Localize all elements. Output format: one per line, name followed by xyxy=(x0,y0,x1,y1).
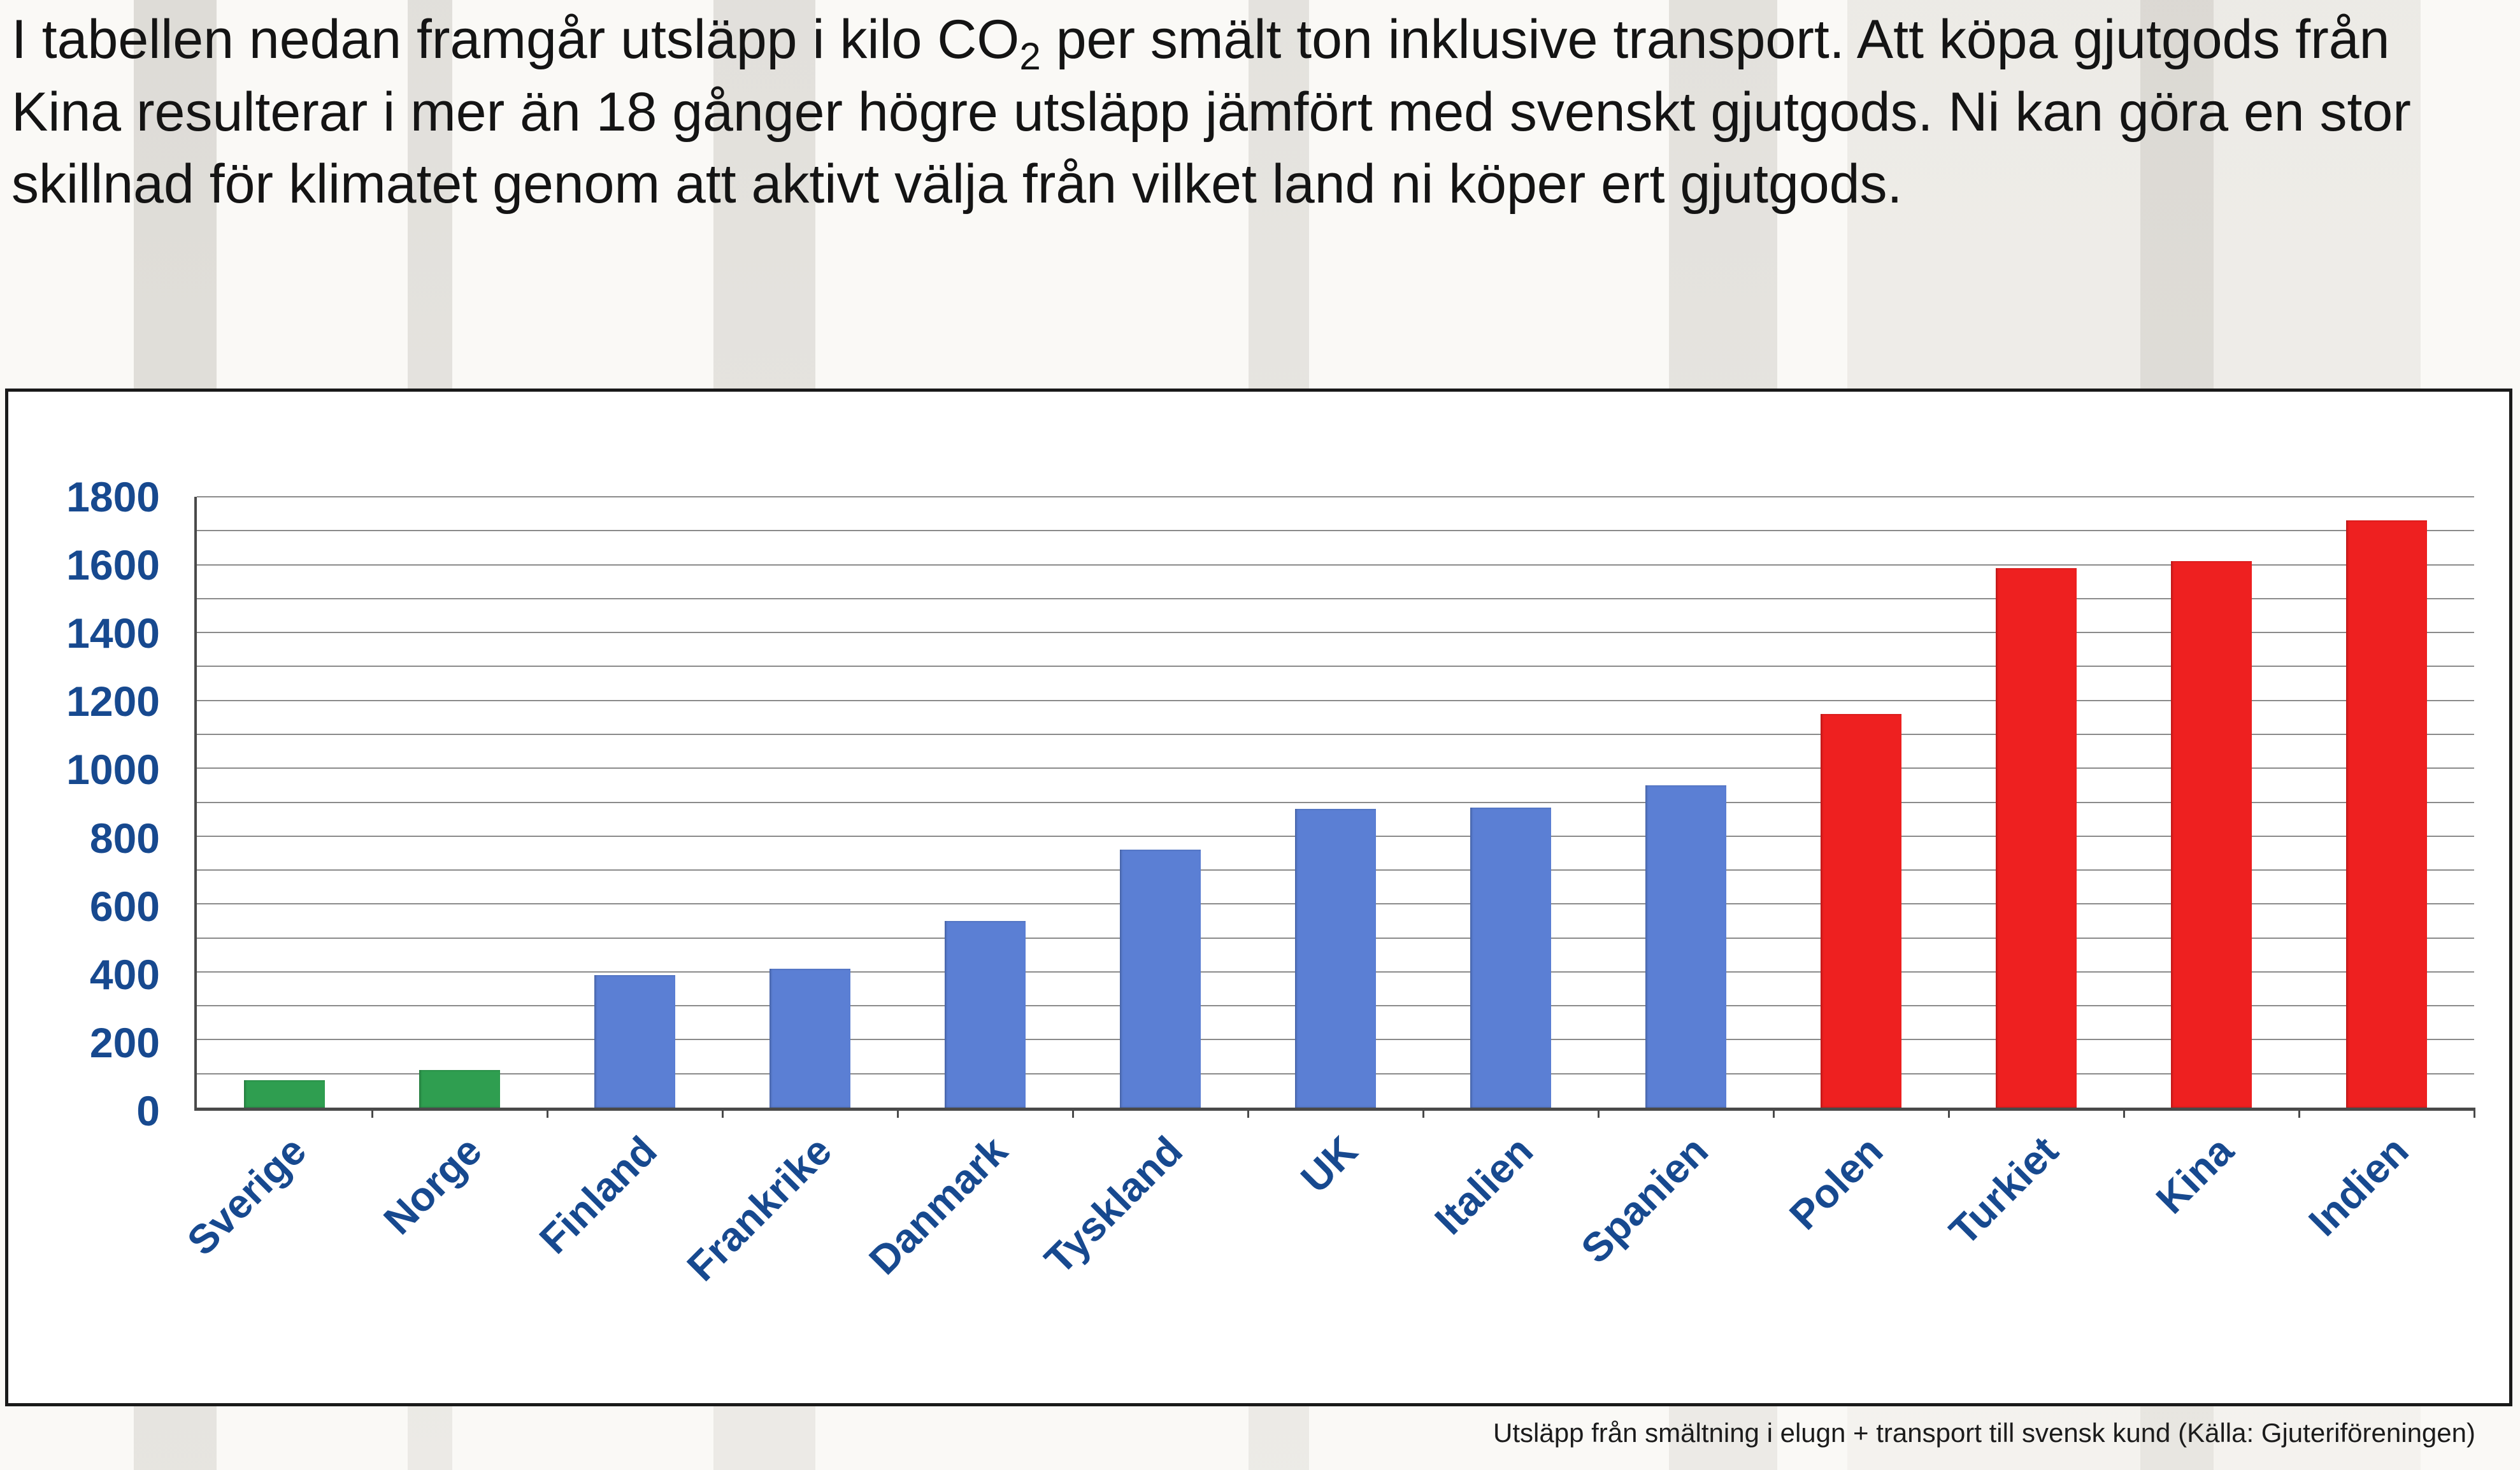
bar-slot-kina xyxy=(2124,497,2299,1108)
y-tick-label: 400 xyxy=(89,950,160,998)
bars xyxy=(197,497,2474,1108)
co2-subscript: 2 xyxy=(1019,35,1041,78)
gridline xyxy=(197,699,2474,701)
y-tick-label: 600 xyxy=(89,882,160,930)
bar-spanien xyxy=(1645,785,1726,1108)
bar-uk xyxy=(1295,809,1376,1108)
gridline xyxy=(197,767,2474,769)
y-tick-label: 0 xyxy=(136,1087,160,1134)
y-tick-label: 1800 xyxy=(66,473,160,520)
x-axis-label: Polen xyxy=(1780,1127,1892,1239)
bar-slot-uk xyxy=(1248,497,1423,1108)
x-slot-danmark: Danmark xyxy=(860,1108,1074,1394)
x-slot-italien: Italien xyxy=(1423,1108,1600,1394)
y-tick-label: 1400 xyxy=(66,610,160,657)
chart-caption: Utsläpp från smältning i elugn + transpo… xyxy=(1493,1418,2475,1448)
bar-slot-polen xyxy=(1773,497,1949,1108)
gridline xyxy=(197,666,2474,667)
x-axis-labels: Sverige Norge Finland Frankrike Danmark Tyskl… xyxy=(178,1108,2475,1394)
bar-tyskland xyxy=(1120,850,1201,1108)
x-slot-finland: Finland xyxy=(531,1108,724,1394)
y-tick-label: 1200 xyxy=(66,678,160,725)
x-slot-turkiet: Turkiet xyxy=(1940,1108,2125,1394)
bar-finland xyxy=(594,975,675,1108)
bar-turkiet xyxy=(1996,567,2077,1108)
y-axis-labels: 0 200 400 600 800 1000 1200 1400 1600 1800 xyxy=(8,476,179,1132)
gridline xyxy=(197,597,2474,599)
chart-panel: 0 200 400 600 800 1000 1200 1400 1600 1800 Sverig… xyxy=(5,389,2512,1406)
bar-frankrike xyxy=(770,968,850,1108)
bar-norge xyxy=(419,1070,500,1108)
x-slot-norge: Norge xyxy=(372,1108,548,1394)
bar-slot-frankrike xyxy=(722,497,898,1108)
y-tick-label: 200 xyxy=(89,1018,160,1066)
bar-slot-turkiet xyxy=(1949,497,2124,1108)
y-tick-label: 800 xyxy=(89,814,160,862)
x-slot-spanien: Spanien xyxy=(1572,1108,1775,1394)
bar-indien xyxy=(2346,520,2427,1108)
x-axis-label: Indien xyxy=(2300,1127,2417,1245)
bar-slot-danmark xyxy=(898,497,1073,1108)
x-axis-label: Sverige xyxy=(178,1127,315,1264)
x-slot-sverige: Sverige xyxy=(178,1108,373,1394)
gridline xyxy=(197,801,2474,803)
intro-text-before: I tabellen nedan framgår utsläpp i kilo … xyxy=(11,9,1020,70)
x-axis-label: UK xyxy=(1292,1127,1366,1202)
x-slot-polen: Polen xyxy=(1773,1108,1950,1394)
x-slot-indien: Indien xyxy=(2299,1108,2475,1394)
bar-kina xyxy=(2171,561,2252,1108)
gridline xyxy=(197,564,2474,566)
bar-slot-norge xyxy=(372,497,547,1108)
bar-sverige xyxy=(244,1080,325,1108)
x-slot-tyskland: Tyskland xyxy=(1036,1108,1249,1394)
x-slot-uk: UK xyxy=(1248,1108,1424,1394)
intro-paragraph: I tabellen nedan framgår utsläpp i kilo … xyxy=(11,4,2507,221)
plot-area: Sverige Norge Finland Frankrike Danmark Tyskl… xyxy=(178,496,2475,1290)
bar-slot-italien xyxy=(1423,497,1598,1108)
bar-polen xyxy=(1821,713,1901,1108)
bar-slot-sverige xyxy=(197,497,372,1108)
intro-text-after: per smält ton inklusive transport. Att k… xyxy=(11,9,2411,215)
y-tick-label: 1600 xyxy=(66,541,160,589)
gridline xyxy=(197,632,2474,634)
x-axis-label: Kina xyxy=(2147,1127,2242,1223)
gridline xyxy=(197,496,2474,497)
x-slot-frankrike: Frankrike xyxy=(678,1108,899,1394)
bar-italien xyxy=(1470,807,1551,1108)
x-axis-label: Norge xyxy=(374,1127,490,1243)
gridline xyxy=(197,733,2474,735)
x-axis-label: Finland xyxy=(530,1127,666,1262)
bar-slot-tyskland xyxy=(1073,497,1248,1108)
x-axis-label: Italien xyxy=(1425,1127,1542,1243)
y-tick-label: 1000 xyxy=(66,746,160,794)
x-axis-label: Turkiet xyxy=(1940,1127,2067,1254)
bar-slot-indien xyxy=(2299,497,2474,1108)
bar-slot-finland xyxy=(547,497,722,1108)
gridline xyxy=(197,530,2474,532)
bar-slot-spanien xyxy=(1598,497,1773,1108)
bar-danmark xyxy=(945,920,1026,1108)
x-slot-kina: Kina xyxy=(2124,1108,2300,1394)
